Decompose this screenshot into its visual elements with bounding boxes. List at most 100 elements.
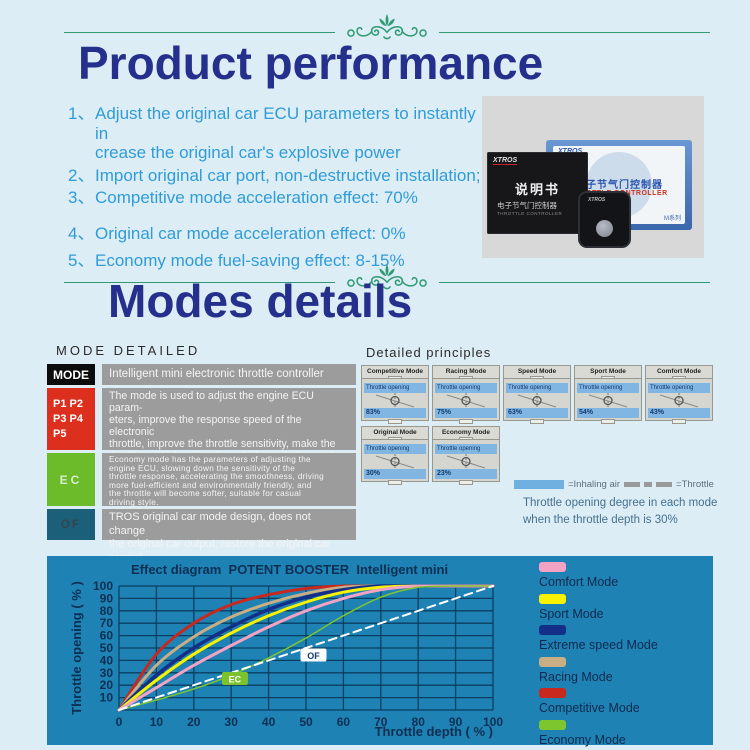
svg-text:60: 60	[100, 629, 114, 643]
throttle-dash-icon	[624, 482, 641, 487]
mode-table-description: The mode is used to adjust the engine EC…	[102, 388, 356, 473]
principle-box: Speed Mode Throttle opening 63%	[503, 365, 571, 424]
retail-box-title-cn: 电子节气门控制器	[575, 180, 663, 191]
principle-box-diagram: Throttle opening 43%	[648, 383, 710, 424]
principle-box-diagram: Throttle opening 23%	[435, 444, 497, 485]
svg-text:70: 70	[374, 715, 388, 729]
feature-text: Adjust the original car ECU parameters t…	[95, 104, 476, 162]
mode-table-key: EC	[47, 453, 95, 506]
principle-box-title: Original Mode	[362, 427, 428, 440]
product-photo: XTROS 电子节气门控制器 THROTTLE CONTROLLER M系列 X…	[482, 96, 704, 258]
divider-line	[64, 281, 335, 283]
mode-table-row: MODE Intelligent mini electronic throttl…	[47, 364, 356, 385]
chart-legend-entry: Racing Mode	[539, 656, 658, 686]
throttle-depth-notch	[506, 418, 568, 424]
feature-item: 5、 Economy mode fuel-saving effect: 8-15…	[68, 251, 488, 271]
svg-text:Effect diagram POTENT BOOSTER: Effect diagram POTENT BOOSTER Intelligen…	[131, 562, 448, 577]
principle-box-title: Racing Mode	[433, 366, 499, 379]
feature-item: 1、 Adjust the original car ECU parameter…	[68, 104, 488, 163]
modes-section-title: Modes details	[108, 275, 413, 327]
svg-text:EC: EC	[229, 675, 242, 685]
flourish-slot	[335, 262, 439, 303]
throttle-depth-notch	[648, 418, 710, 424]
throttle-label: =Throttle	[676, 479, 714, 490]
principle-boxes-row-2: Original Mode Throttle opening 30% Econo…	[361, 426, 500, 485]
feature-text: Import original car port, non-destructiv…	[95, 165, 481, 185]
legend-color-swatch	[539, 625, 566, 635]
throttle-depth-notch	[364, 479, 426, 485]
mode-table-key: P1 P2 P3 P4 P5	[47, 388, 95, 450]
throttle-opening-label: Throttle opening	[648, 383, 710, 393]
principle-box-diagram: Throttle opening 54%	[577, 383, 639, 424]
divider-line	[64, 31, 335, 33]
throttle-opening-label: Throttle opening	[577, 383, 639, 393]
legend-label: Economy Mode	[539, 732, 626, 747]
brand-logo: XTROS	[493, 157, 518, 165]
throttle-depth-notch	[435, 479, 497, 485]
mode-table-row: EC Economy mode has the parameters of ad…	[47, 453, 356, 506]
mode-detailed-label: MODE DETAILED	[56, 343, 201, 358]
principle-box-title: Sport Mode	[575, 366, 641, 379]
svg-text:80: 80	[412, 715, 426, 729]
mode-table-key: OF	[47, 509, 95, 540]
feature-number: 5、	[68, 251, 95, 270]
throttle-valve-icon	[435, 454, 497, 469]
mode-table: MODE Intelligent mini electronic throttl…	[47, 364, 356, 564]
throttle-opening-label: Throttle opening	[364, 383, 426, 393]
svg-text:0: 0	[116, 715, 123, 729]
svg-text:70: 70	[100, 616, 114, 630]
svg-text:80: 80	[100, 604, 114, 618]
feature-item: 4、 Original car mode acceleration effect…	[68, 224, 488, 244]
throttle-opening-label: Throttle opening	[506, 383, 568, 393]
principle-box: Original Mode Throttle opening 30%	[361, 426, 429, 485]
principle-boxes-row-1: Competitive Mode Throttle opening 83% Ra…	[361, 365, 713, 424]
section-divider-middle	[64, 262, 710, 302]
principle-box-title: Comfort Mode	[646, 366, 712, 379]
inhaling-air-label: =Inhaling air	[568, 479, 621, 490]
principle-box-title: Speed Mode	[504, 366, 570, 379]
feature-number: 1、	[68, 104, 95, 123]
feature-number: 4、	[68, 223, 95, 243]
legend-color-swatch	[539, 719, 566, 730]
legend-label: Extreme speed Mode	[539, 638, 658, 652]
throttle-controller-device: XTROS	[578, 191, 631, 248]
mode-table-row: P1 P2 P3 P4 P5 The mode is used to adjus…	[47, 388, 356, 473]
svg-text:OF: OF	[307, 651, 320, 661]
throttle-depth-notch	[577, 418, 639, 424]
throttle-valve-icon	[648, 393, 710, 408]
throttle-valve-icon	[364, 393, 426, 408]
svg-text:Throttle depth ( % ): Throttle depth ( % )	[375, 724, 493, 739]
feature-number: 3、	[68, 188, 95, 207]
effect-diagram-chart: 0 10 20 30 40 50 60 70 80 90 100102030405060708090…	[69, 562, 503, 739]
diagram-legend: =Inhaling air =Throttle	[514, 479, 714, 490]
svg-text:10: 10	[150, 715, 164, 729]
performance-section-title: Product performance	[78, 37, 544, 89]
principle-box-diagram: Throttle opening 63%	[506, 383, 568, 424]
inhaling-air-swatch	[514, 480, 564, 489]
divider-line	[439, 281, 710, 283]
effect-diagram-panel: 0 10 20 30 40 50 60 70 80 90 100 10 20 30 40 50 60 70 80 90…	[47, 556, 713, 747]
svg-text:30: 30	[225, 715, 239, 729]
svg-text:30: 30	[100, 666, 114, 680]
chart-legend-entry: Competitive Mode	[539, 688, 658, 717]
mode-table-description: Economy mode has the parameters of adjus…	[102, 453, 356, 506]
throttle-opening-label: Throttle opening	[435, 383, 497, 393]
feature-text: Original car mode acceleration effect: 0…	[95, 223, 406, 243]
mode-table-description: TROS original car mode design, does not …	[102, 509, 356, 564]
throttle-opening-value: 30%	[364, 469, 426, 479]
svg-text:50: 50	[100, 641, 114, 655]
svg-text:100: 100	[483, 715, 503, 729]
feature-item: 3、 Competitive mode acceleration effect:…	[68, 188, 488, 208]
principle-box: Sport Mode Throttle opening 54%	[574, 365, 642, 424]
throttle-dash-icon	[644, 482, 653, 487]
throttle-opening-label: Throttle opening	[364, 444, 426, 454]
throttle-opening-value: 23%	[435, 469, 497, 479]
throttle-valve-icon	[435, 393, 497, 408]
throttle-opening-value: 63%	[506, 408, 568, 418]
principle-box: Racing Mode Throttle opening 75%	[432, 365, 500, 424]
legend-color-swatch	[539, 593, 566, 604]
principles-caption: Throttle opening degree in each mode whe…	[523, 497, 718, 526]
feature-text: Economy mode fuel-saving effect: 8-15%	[95, 251, 405, 270]
retail-box-series: M系列	[664, 216, 681, 222]
detailed-principles-label: Detailed principles	[366, 345, 492, 360]
